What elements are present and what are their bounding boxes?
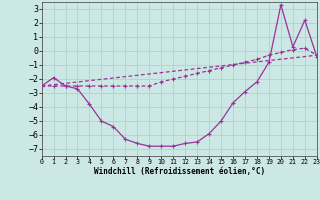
X-axis label: Windchill (Refroidissement éolien,°C): Windchill (Refroidissement éolien,°C) xyxy=(94,167,265,176)
